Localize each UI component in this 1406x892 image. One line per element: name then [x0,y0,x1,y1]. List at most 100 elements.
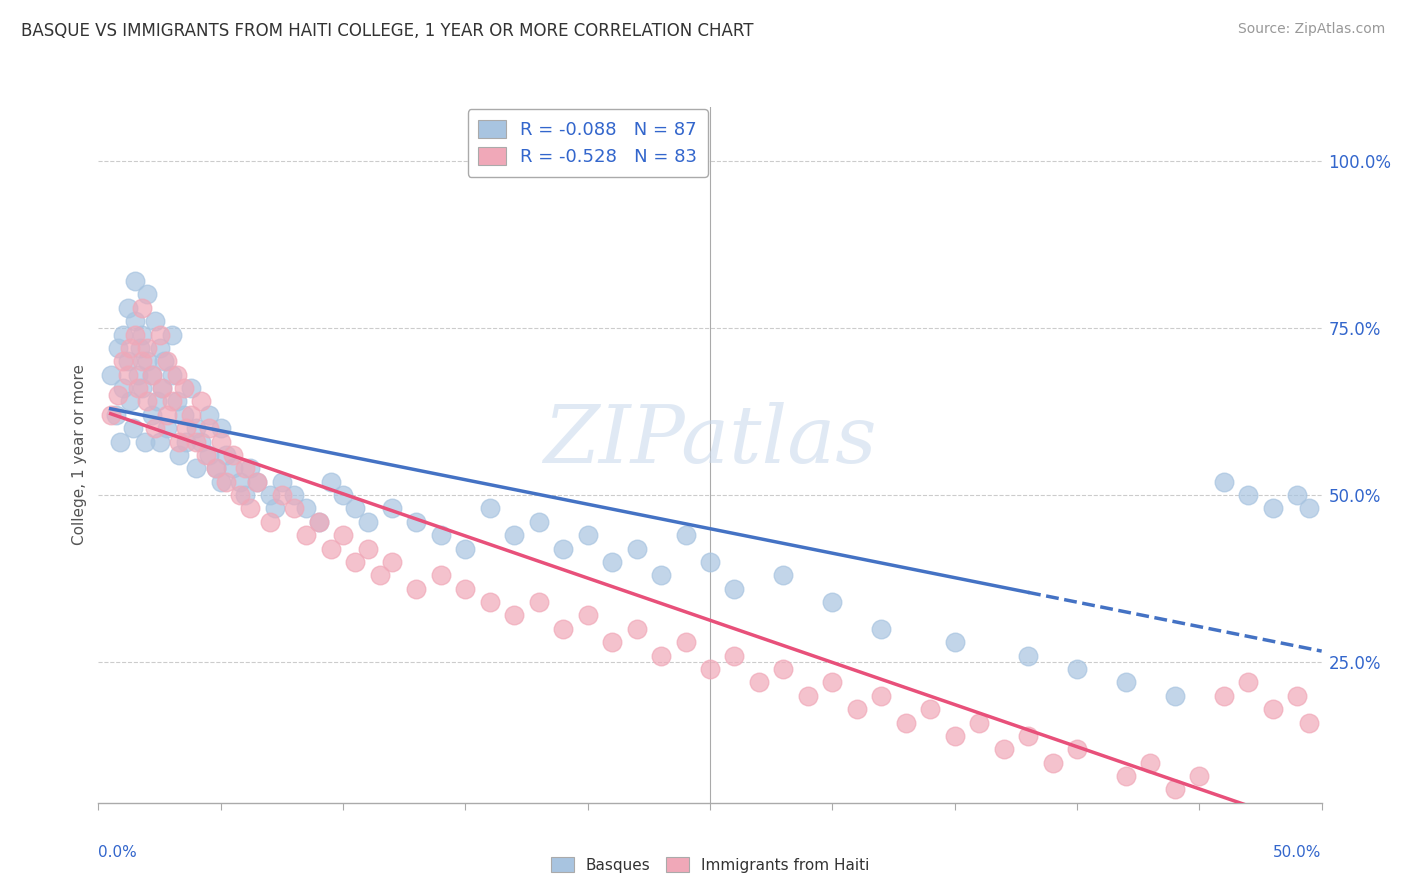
Point [1188,769,1211,783]
Point [150,381,173,395]
Point [870,689,893,703]
Point [180,408,202,422]
Point [239,501,262,516]
Point [166,368,188,382]
Text: BASQUE VS IMMIGRANTS FROM HAITI COLLEGE, 1 YEAR OR MORE CORRELATION CHART: BASQUE VS IMMIGRANTS FROM HAITI COLLEGE,… [21,22,754,40]
Point [1212,475,1234,489]
Point [167,434,190,449]
Point [149,327,172,342]
Point [527,595,550,609]
Point [920,702,942,716]
Point [124,327,146,342]
Point [107,387,129,401]
Point [131,301,153,315]
Point [600,555,623,569]
Point [127,381,149,395]
Point [943,635,966,649]
Text: 50.0%: 50.0% [1274,845,1322,860]
Point [136,341,159,355]
Point [141,408,163,422]
Point [233,461,256,475]
Point [1298,715,1320,730]
Point [259,515,281,529]
Point [104,408,127,422]
Point [1115,769,1137,783]
Point [772,568,794,582]
Point [233,488,256,502]
Point [1164,782,1187,797]
Point [100,368,122,382]
Point [405,582,427,596]
Point [772,662,794,676]
Point [129,341,152,355]
Point [136,394,159,409]
Point [239,461,262,475]
Point [1237,488,1260,502]
Point [381,501,404,516]
Point [141,368,163,382]
Point [160,394,183,409]
Point [186,434,208,449]
Point [176,434,198,449]
Point [1298,501,1320,516]
Point [699,555,721,569]
Point [270,488,294,502]
Point [723,648,745,663]
Point [136,354,159,368]
Text: ZIPatlas: ZIPatlas [543,402,877,480]
Point [141,368,163,382]
Point [967,715,990,730]
Point [308,515,330,529]
Point [576,608,599,623]
Point [156,408,179,422]
Point [270,475,294,489]
Point [134,434,156,449]
Point [197,408,219,422]
Point [209,434,232,449]
Point [246,475,269,489]
Y-axis label: College, 1 year or more: College, 1 year or more [72,365,87,545]
Text: 0.0%: 0.0% [98,845,138,860]
Point [675,635,697,649]
Point [870,622,893,636]
Point [143,421,166,435]
Point [626,622,648,636]
Point [295,501,318,516]
Point [283,488,305,502]
Point [553,541,575,556]
Point [149,434,172,449]
Point [117,354,139,368]
Point [356,541,378,556]
Point [319,541,342,556]
Point [1017,729,1039,743]
Point [821,675,844,690]
Point [131,327,153,342]
Point [1066,742,1088,756]
Point [797,689,820,703]
Point [197,421,219,435]
Point [699,662,721,676]
Point [356,515,378,529]
Point [195,448,218,462]
Point [209,475,232,489]
Point [1286,488,1309,502]
Point [186,421,208,435]
Point [131,381,153,395]
Point [263,501,285,516]
Point [197,448,219,462]
Point [124,314,146,328]
Point [229,488,252,502]
Point [1212,689,1234,703]
Point [153,354,176,368]
Point [150,381,173,395]
Point [845,702,868,716]
Point [146,394,169,409]
Point [209,421,232,435]
Point [553,622,575,636]
Legend: Basques, Immigrants from Haiti: Basques, Immigrants from Haiti [544,850,876,879]
Point [675,528,697,542]
Point [166,394,188,409]
Point [222,461,245,475]
Point [821,595,844,609]
Point [283,501,305,516]
